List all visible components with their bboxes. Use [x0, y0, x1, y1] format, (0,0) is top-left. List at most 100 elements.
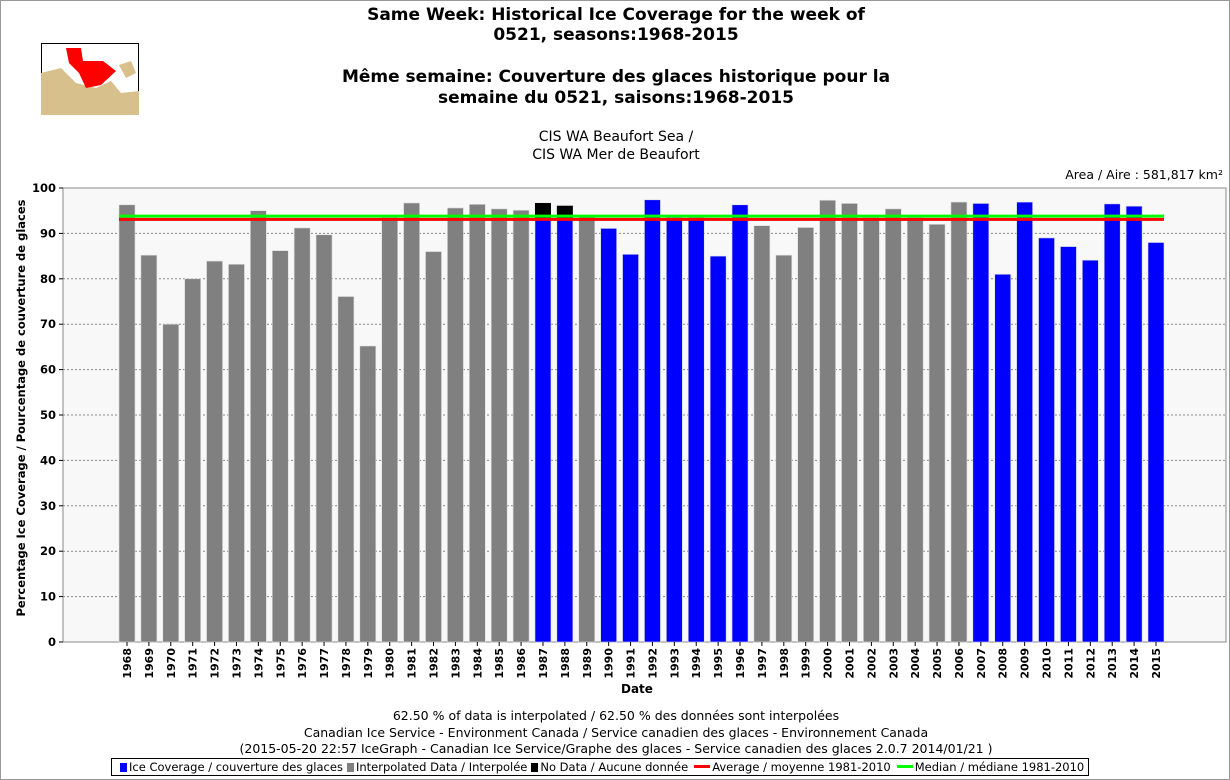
x-tick-label: 1998: [778, 648, 791, 679]
x-tick-label: 1980: [384, 648, 397, 679]
bar-1998: [775, 254, 793, 643]
bar-1984: [468, 204, 486, 643]
bar-1985: [490, 208, 508, 643]
x-tick-label: 1968: [121, 648, 134, 679]
x-tick-label: 2012: [1084, 648, 1097, 679]
region-line1: CIS WA Beaufort Sea /: [538, 129, 694, 145]
y-tick-label: 20: [40, 544, 56, 558]
x-tick-label: 1991: [625, 648, 638, 679]
bar-2011: [1060, 246, 1077, 643]
bar-1974: [250, 210, 267, 643]
bar-1975: [271, 250, 289, 643]
bar-1982: [425, 251, 442, 643]
x-tick-label: 2009: [1019, 648, 1032, 679]
bar-1988: [556, 218, 574, 643]
bar-1992: [644, 199, 661, 643]
bar-1991: [622, 253, 639, 643]
y-tick-label: 0: [48, 635, 56, 649]
x-tick-label: 2014: [1128, 648, 1141, 679]
x-tick-label: 1996: [734, 648, 747, 679]
y-tick-label: 90: [40, 226, 56, 240]
bar-2010: [1038, 237, 1055, 643]
legend-swatch: [694, 765, 711, 768]
bar-2001: [841, 203, 858, 643]
x-tick-label: 1985: [493, 648, 506, 679]
x-tick-label: 2007: [975, 648, 988, 679]
version-line: (2015-05-20 22:57 IceGraph - Canadian Ic…: [239, 741, 993, 756]
x-tick-label: 1976: [296, 648, 309, 679]
x-tick-label: 1990: [603, 648, 616, 679]
y-tick-label: 50: [40, 408, 56, 422]
x-tick-label: 2001: [843, 648, 856, 679]
legend-label: Ice Coverage / couverture des glaces: [129, 760, 343, 774]
bar-1973: [228, 263, 245, 643]
bar-1969: [140, 254, 158, 643]
bar-1996: [731, 204, 749, 643]
bar-2006: [950, 201, 968, 643]
x-tick-label: 1979: [362, 648, 375, 679]
bar-1993: [666, 217, 683, 643]
x-tick-label: 1969: [143, 648, 156, 679]
x-tick-label: 2015: [1150, 648, 1163, 679]
x-tick-label: 1988: [559, 648, 572, 679]
y-tick-label: 100: [32, 181, 56, 195]
bar-1983: [447, 207, 464, 643]
x-tick-label: 2003: [887, 648, 900, 679]
x-tick-label: 1972: [209, 648, 222, 679]
x-tick-label: 1989: [581, 648, 594, 679]
x-tick-label: 1994: [690, 648, 703, 679]
x-tick-label: 1970: [165, 648, 178, 679]
bar-1989: [578, 215, 596, 643]
x-tick-label: 2008: [997, 648, 1010, 679]
bar-2013: [1103, 203, 1121, 643]
title-fr-line2: semaine du 0521, saisons:1968-2015: [437, 88, 794, 108]
x-tick-label: 1986: [515, 648, 528, 679]
y-tick-label: 40: [40, 453, 56, 467]
y-tick-label: 70: [40, 317, 56, 331]
bar-1986: [512, 209, 530, 643]
bar-1972: [206, 260, 223, 643]
area-label: Area / Aire : 581,817 km²: [1065, 167, 1223, 182]
x-tick-label: 2013: [1106, 648, 1119, 679]
title-en-line2: 0521, seasons:1968-2015: [493, 25, 739, 45]
x-tick-label: 1975: [274, 648, 287, 679]
legend-label: No Data / Aucune donnée: [540, 760, 689, 774]
bar-1971: [184, 278, 201, 643]
legend: Ice Coverage / couverture des glaces Inte…: [111, 758, 1090, 776]
bar-1977: [315, 234, 333, 643]
bar-1999: [797, 227, 815, 643]
bar-2002: [863, 217, 880, 643]
bar-1987: [534, 218, 552, 643]
legend-label: Average / moyenne 1981-2010: [712, 760, 891, 774]
x-tick-label: 1974: [252, 648, 265, 679]
y-tick-label: 30: [40, 499, 56, 513]
bar-1978: [337, 296, 355, 643]
legend-swatch: [346, 763, 354, 772]
x-tick-label: 2000: [822, 648, 835, 679]
bar-1997: [753, 225, 771, 643]
y-tick-label: 10: [40, 590, 56, 604]
x-tick-label: 1977: [318, 648, 331, 679]
legend-swatch: [120, 763, 127, 772]
bar-1990: [600, 228, 617, 643]
x-axis-label: Date: [621, 682, 653, 696]
bar-2014: [1125, 205, 1143, 643]
x-tick-label: 1971: [187, 648, 200, 679]
legend-swatch: [896, 765, 913, 768]
legend-swatch: [531, 763, 539, 772]
x-tick-label: 1997: [756, 648, 769, 679]
title-fr-line1: Même semaine: Couverture des glaces hist…: [341, 67, 891, 87]
bar-1995: [709, 255, 727, 643]
bar-1968: [118, 204, 136, 643]
bar-2009: [1016, 201, 1033, 643]
y-tick-label: 80: [40, 272, 56, 286]
x-tick-label: 1981: [406, 648, 419, 679]
y-tick-label: 60: [40, 363, 56, 377]
bar-1979: [359, 345, 377, 643]
bar-2004: [906, 217, 924, 643]
x-tick-label: 1987: [537, 648, 550, 679]
bar-1981: [403, 202, 420, 643]
bar-2015: [1147, 242, 1165, 643]
legend-label: Median / médiane 1981-2010: [914, 760, 1085, 774]
